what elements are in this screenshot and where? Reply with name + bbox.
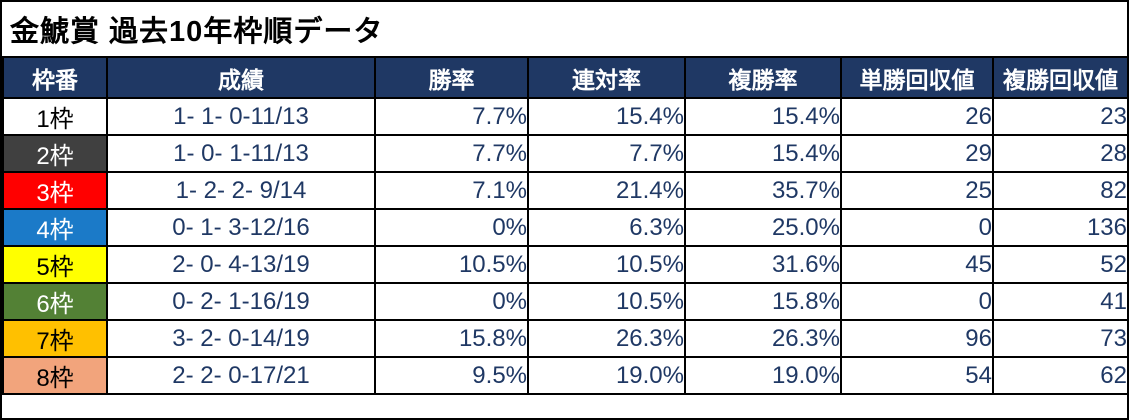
record-cell: 2- 0- 4-13/19 — [106, 245, 376, 284]
win-rate-cell: 15.8% — [374, 319, 529, 358]
win-return-cell: 45 — [840, 245, 994, 284]
table-body: 1枠 1- 1- 0-11/13 7.7% 15.4% 15.4% 26 23 … — [2, 97, 1127, 395]
record-cell: 1- 1- 0-11/13 — [106, 97, 376, 136]
win-rate-cell: 10.5% — [374, 245, 529, 284]
show-rate-cell: 19.0% — [684, 356, 842, 395]
win-rate-cell: 0% — [374, 208, 529, 247]
show-rate-cell: 15.4% — [684, 134, 842, 173]
waku-number-cell: 6枠 — [2, 282, 108, 321]
waku-number-cell: 7枠 — [2, 319, 108, 358]
win-return-cell: 96 — [840, 319, 994, 358]
win-rate-cell: 7.7% — [374, 134, 529, 173]
show-return-cell: 82 — [992, 171, 1127, 210]
quinella-rate-cell: 19.0% — [527, 356, 686, 395]
win-rate-cell: 9.5% — [374, 356, 529, 395]
show-rate-cell: 35.7% — [684, 171, 842, 210]
show-rate-cell: 25.0% — [684, 208, 842, 247]
quinella-rate-cell: 21.4% — [527, 171, 686, 210]
show-rate-cell: 26.3% — [684, 319, 842, 358]
record-cell: 0- 1- 3-12/16 — [106, 208, 376, 247]
quinella-rate-cell: 10.5% — [527, 282, 686, 321]
win-return-cell: 26 — [840, 97, 994, 136]
column-header-win-rate: 勝率 — [374, 56, 529, 99]
table-row: 1枠 1- 1- 0-11/13 7.7% 15.4% 15.4% 26 23 — [2, 97, 1127, 136]
win-return-cell: 29 — [840, 134, 994, 173]
table-row: 4枠 0- 1- 3-12/16 0% 6.3% 25.0% 0 136 — [2, 208, 1127, 247]
table-row: 2枠 1- 0- 1-11/13 7.7% 7.7% 15.4% 29 28 — [2, 134, 1127, 173]
quinella-rate-cell: 15.4% — [527, 97, 686, 136]
record-cell: 2- 2- 0-17/21 — [106, 356, 376, 395]
win-rate-cell: 7.7% — [374, 97, 529, 136]
record-cell: 1- 2- 2- 9/14 — [106, 171, 376, 210]
record-cell: 1- 0- 1-11/13 — [106, 134, 376, 173]
win-return-cell: 0 — [840, 282, 994, 321]
win-rate-cell: 0% — [374, 282, 529, 321]
show-return-cell: 52 — [992, 245, 1127, 284]
show-return-cell: 41 — [992, 282, 1127, 321]
quinella-rate-cell: 7.7% — [527, 134, 686, 173]
waku-number-cell: 8枠 — [2, 356, 108, 395]
column-header-record: 成績 — [106, 56, 376, 99]
table-row: 6枠 0- 2- 1-16/19 0% 10.5% 15.8% 0 41 — [2, 282, 1127, 321]
show-rate-cell: 15.8% — [684, 282, 842, 321]
record-cell: 0- 2- 1-16/19 — [106, 282, 376, 321]
column-header-win-return: 単勝回収値 — [840, 56, 994, 99]
show-rate-cell: 31.6% — [684, 245, 842, 284]
waku-number-cell: 4枠 — [2, 208, 108, 247]
win-rate-cell: 7.1% — [374, 171, 529, 210]
win-return-cell: 25 — [840, 171, 994, 210]
column-header-waku: 枠番 — [2, 56, 108, 99]
table-row: 8枠 2- 2- 0-17/21 9.5% 19.0% 19.0% 54 62 — [2, 356, 1127, 395]
waku-number-cell: 5枠 — [2, 245, 108, 284]
table-row: 5枠 2- 0- 4-13/19 10.5% 10.5% 31.6% 45 52 — [2, 245, 1127, 284]
waku-number-cell: 1枠 — [2, 97, 108, 136]
show-return-cell: 136 — [992, 208, 1127, 247]
page-title: 金鯱賞 過去10年枠順データ — [10, 16, 384, 48]
show-return-cell: 28 — [992, 134, 1127, 173]
table-header-row: 枠番 成績 勝率 連対率 複勝率 単勝回収値 複勝回収値 — [2, 56, 1127, 99]
show-return-cell: 23 — [992, 97, 1127, 136]
record-cell: 3- 2- 0-14/19 — [106, 319, 376, 358]
show-return-cell: 73 — [992, 319, 1127, 358]
column-header-quinella-rate: 連対率 — [527, 56, 686, 99]
win-return-cell: 0 — [840, 208, 994, 247]
show-return-cell: 62 — [992, 356, 1127, 395]
win-return-cell: 54 — [840, 356, 994, 395]
table-row: 3枠 1- 2- 2- 9/14 7.1% 21.4% 35.7% 25 82 — [2, 171, 1127, 210]
column-header-show-return: 複勝回収値 — [992, 56, 1127, 99]
show-rate-cell: 15.4% — [684, 97, 842, 136]
post-position-data-table: 枠番 成績 勝率 連対率 複勝率 単勝回収値 複勝回収値 1枠 1- 1- 0-… — [2, 56, 1127, 395]
quinella-rate-cell: 10.5% — [527, 245, 686, 284]
waku-number-cell: 2枠 — [2, 134, 108, 173]
quinella-rate-cell: 6.3% — [527, 208, 686, 247]
column-header-show-rate: 複勝率 — [684, 56, 842, 99]
quinella-rate-cell: 26.3% — [527, 319, 686, 358]
waku-number-cell: 3枠 — [2, 171, 108, 210]
table-row: 7枠 3- 2- 0-14/19 15.8% 26.3% 26.3% 96 73 — [2, 319, 1127, 358]
